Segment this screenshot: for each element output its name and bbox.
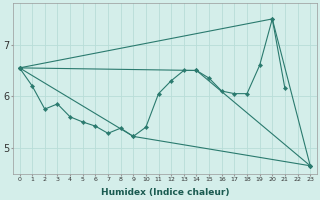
- X-axis label: Humidex (Indice chaleur): Humidex (Indice chaleur): [100, 188, 229, 197]
